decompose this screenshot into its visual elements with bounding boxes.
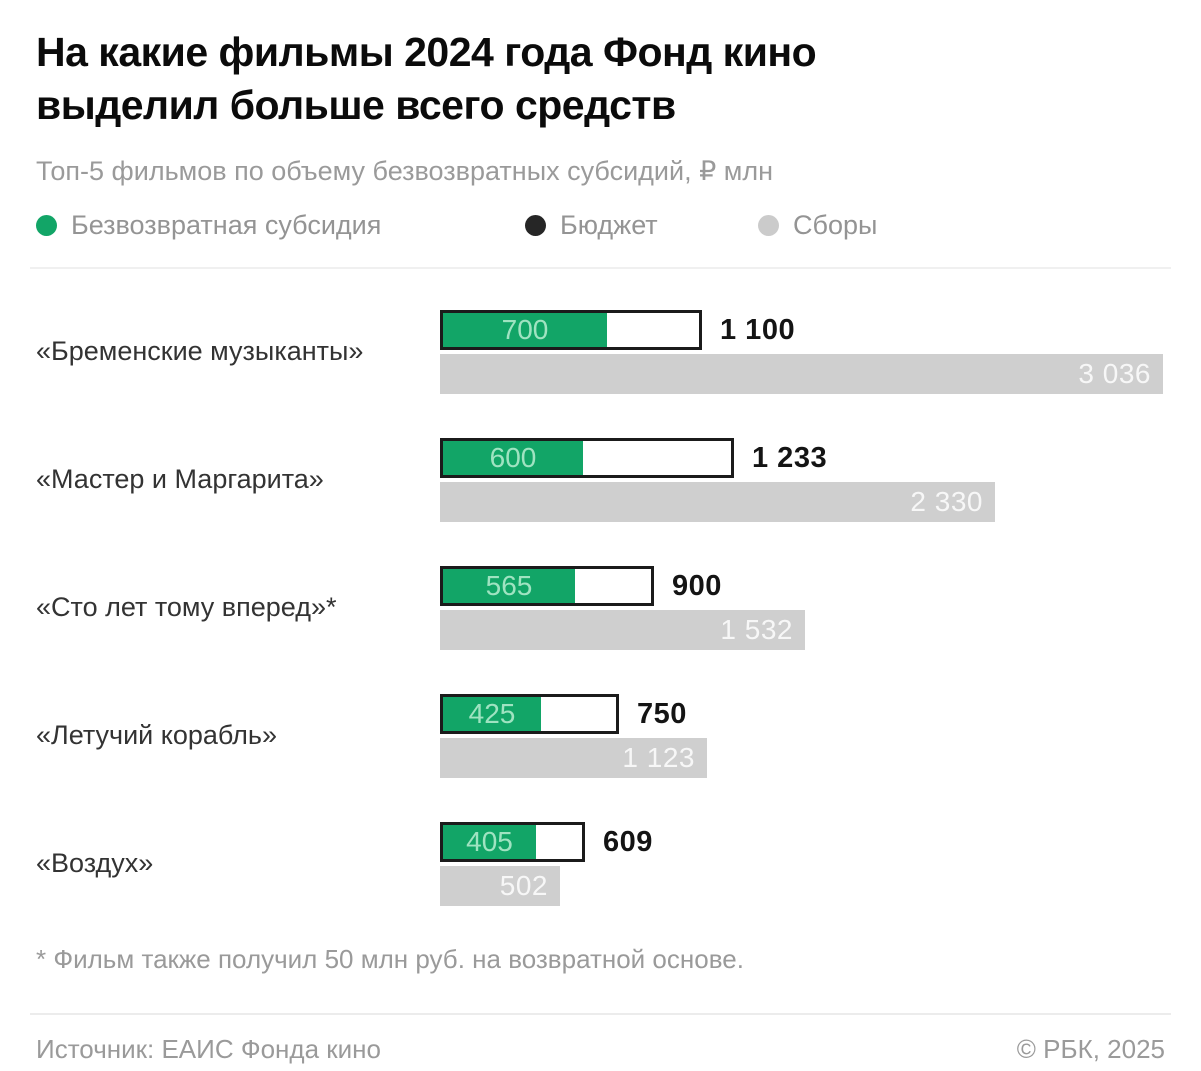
chart-subtitle: Топ-5 фильмов по объему безвозвратных су… (36, 156, 773, 186)
legend-label-box-office: Сборы (793, 210, 878, 240)
box-office-bar: 3 036 (440, 354, 1163, 394)
subsidy-bar: 565 (443, 569, 575, 603)
legend-divider (30, 267, 1171, 269)
film-row: «Летучий корабль» 425 750 1 123 (36, 694, 1165, 778)
subsidy-value: 700 (501, 314, 549, 345)
budget-value: 1 233 (752, 442, 828, 474)
subsidy-value: 565 (485, 570, 533, 601)
subsidy-value: 405 (466, 826, 513, 857)
box-office-bar: 502 (440, 866, 560, 906)
budget-bar: 700 (440, 310, 702, 350)
budget-bar: 405 (440, 822, 585, 862)
footer-divider (30, 1013, 1171, 1015)
subsidy-value: 600 (489, 442, 537, 473)
budget-value: 609 (603, 826, 653, 858)
budget-bar: 425 (440, 694, 619, 734)
film-row: «Сто лет тому вперед»* 565 900 1 532 (36, 566, 1165, 650)
budget-bar: 600 (440, 438, 734, 478)
budget-value: 1 100 (720, 314, 796, 346)
budget-bar: 565 (440, 566, 654, 606)
box-office-value: 3 036 (1078, 358, 1151, 389)
budget-value: 750 (637, 698, 687, 730)
box-office-value: 502 (499, 870, 548, 901)
subsidy-value: 425 (468, 698, 516, 729)
bar-chart: «Бременские музыканты» 700 1 100 3 036 «Маст… (36, 310, 1165, 910)
subsidy-bar: 405 (443, 825, 536, 859)
film-label: «Бременские музыканты» (36, 335, 364, 366)
film-label: «Воздух» (36, 847, 154, 878)
title-line-2: выделил больше всего средств (36, 82, 676, 128)
legend-label-budget: Бюджет (560, 210, 658, 240)
copyright-label: © РБК, 2025 (1016, 1034, 1165, 1064)
budget-dot-icon (525, 215, 546, 236)
box-office-bar: 2 330 (440, 482, 995, 522)
box-office-bar: 1 532 (440, 610, 805, 650)
subsidy-bar: 700 (443, 313, 607, 347)
legend-item-box-office: Сборы (758, 210, 877, 241)
film-row: «Воздух» 405 609 502 (36, 822, 1165, 906)
legend-label-subsidy: Безвозвратная субсидия (71, 210, 382, 240)
box-office-dot-icon (758, 215, 779, 236)
film-label: «Мастер и Маргарита» (36, 463, 324, 494)
box-office-value: 1 123 (622, 742, 695, 773)
box-office-bar: 1 123 (440, 738, 707, 778)
film-row: «Мастер и Маргарита» 600 1 233 2 330 (36, 438, 1165, 522)
box-office-value: 1 532 (720, 614, 793, 645)
legend-item-budget: Бюджет (525, 210, 658, 241)
subsidy-bar: 425 (443, 697, 541, 731)
film-label: «Летучий корабль» (36, 719, 278, 750)
budget-value: 900 (672, 570, 722, 602)
subsidy-bar: 600 (443, 441, 583, 475)
legend-item-subsidy: Безвозвратная субсидия (36, 210, 381, 241)
source-label: Источник: ЕАИС Фонда кино (36, 1034, 381, 1064)
legend: Безвозвратная субсидия Бюджет Сборы (36, 210, 1165, 241)
page-title: На какие фильмы 2024 года Фонд кино выде… (36, 26, 1006, 132)
title-line-1: На какие фильмы 2024 года Фонд кино (36, 29, 817, 75)
footnote: * Фильм также получил 50 млн руб. на воз… (36, 944, 744, 974)
film-label: «Сто лет тому вперед»* (36, 591, 337, 622)
subsidy-dot-icon (36, 215, 57, 236)
film-row: «Бременские музыканты» 700 1 100 3 036 (36, 310, 1165, 394)
box-office-value: 2 330 (910, 486, 983, 517)
